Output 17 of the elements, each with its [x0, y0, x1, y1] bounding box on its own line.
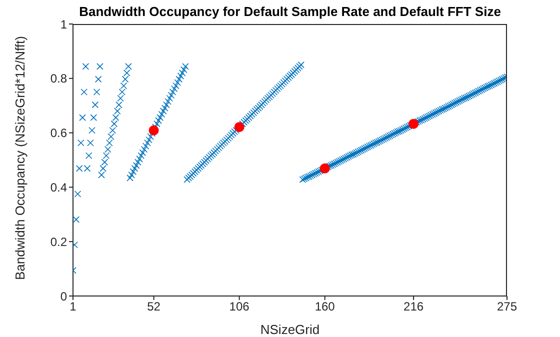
- point: [234, 122, 244, 132]
- y-tick-label: 1: [60, 17, 68, 32]
- x-tick-label: 106: [229, 300, 250, 314]
- x-tick-label: 216: [404, 300, 424, 314]
- chart-title: Bandwidth Occupancy for Default Sample Rate and Default FFT Size: [78, 4, 502, 19]
- x-tick-label: 160: [314, 300, 336, 314]
- x-tick-label: 275: [496, 300, 518, 314]
- y-axis-title: Bandwidth Occupancy (NSizeGrid*12/Nfft): [12, 36, 28, 280]
- y-tick-label: 0.8: [50, 72, 68, 86]
- y-tick-label: 0.4: [50, 180, 68, 194]
- x-axis-title: NSizeGrid: [260, 322, 320, 337]
- x-tick-label: 1: [70, 300, 77, 314]
- point: [148, 125, 159, 136]
- y-tick-label: 0: [60, 289, 68, 304]
- y-tick-label: 0.2: [50, 234, 68, 249]
- y-tick-label: 0.6: [50, 126, 68, 140]
- x-tick-label: 52: [147, 300, 161, 314]
